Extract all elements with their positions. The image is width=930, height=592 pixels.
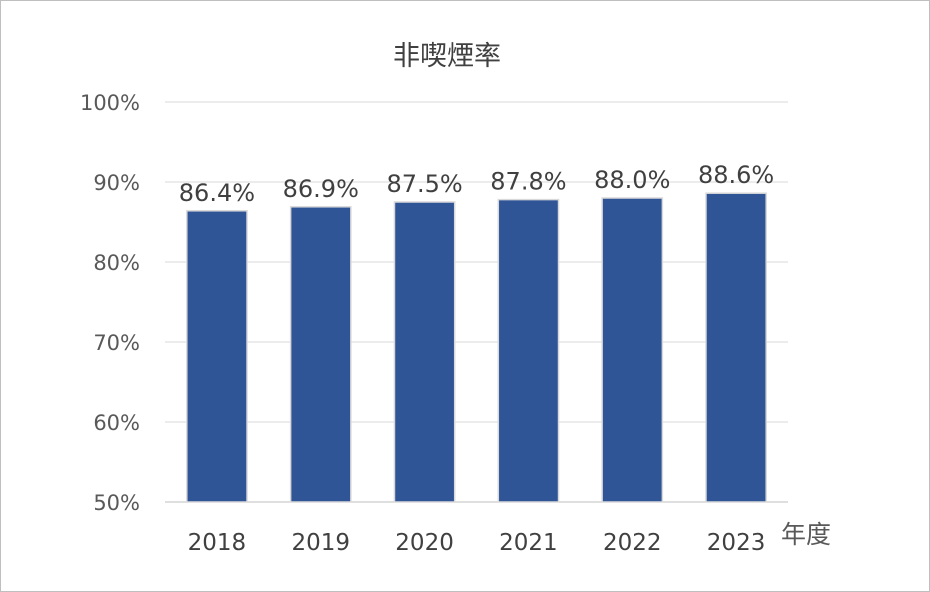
y-tick-label: 80% xyxy=(93,251,140,275)
data-label: 88.0% xyxy=(594,166,670,194)
data-label: 86.9% xyxy=(283,175,359,203)
x-tick-label: 2020 xyxy=(395,530,454,556)
data-labels: 86.4% 86.9% 87.5% 87.8% 88.0% 88.6% xyxy=(179,161,774,207)
bars xyxy=(186,192,767,503)
bar-2022 xyxy=(601,197,664,503)
bar-2018 xyxy=(186,210,248,503)
bar-2019 xyxy=(289,206,352,503)
data-label: 87.8% xyxy=(490,168,566,196)
x-tick-label: 2018 xyxy=(188,530,247,556)
x-tick-label: 2023 xyxy=(707,530,766,556)
y-tick-label: 100% xyxy=(80,91,140,115)
y-tick-label: 70% xyxy=(93,331,140,355)
chart-title: 非喫煙率 xyxy=(393,41,501,72)
data-label: 87.5% xyxy=(386,170,462,198)
x-tick-label: 2019 xyxy=(291,530,350,556)
gridlines xyxy=(165,101,788,503)
x-axis: 2018 2019 2020 2021 2022 2023 xyxy=(188,530,766,556)
bar-2020 xyxy=(393,201,456,503)
y-tick-label: 90% xyxy=(93,171,140,195)
data-label: 86.4% xyxy=(179,179,255,207)
y-axis: 50% 60% 70% 80% 90% 100% xyxy=(80,91,140,515)
data-label: 88.6% xyxy=(698,161,774,189)
bar-2023 xyxy=(705,192,767,503)
x-tick-label: 2021 xyxy=(499,530,558,556)
x-axis-label: 年度 xyxy=(781,520,831,549)
x-tick-label: 2022 xyxy=(603,530,662,556)
bar-2021 xyxy=(497,198,560,503)
y-tick-label: 50% xyxy=(93,491,140,515)
y-tick-label: 60% xyxy=(93,411,140,435)
